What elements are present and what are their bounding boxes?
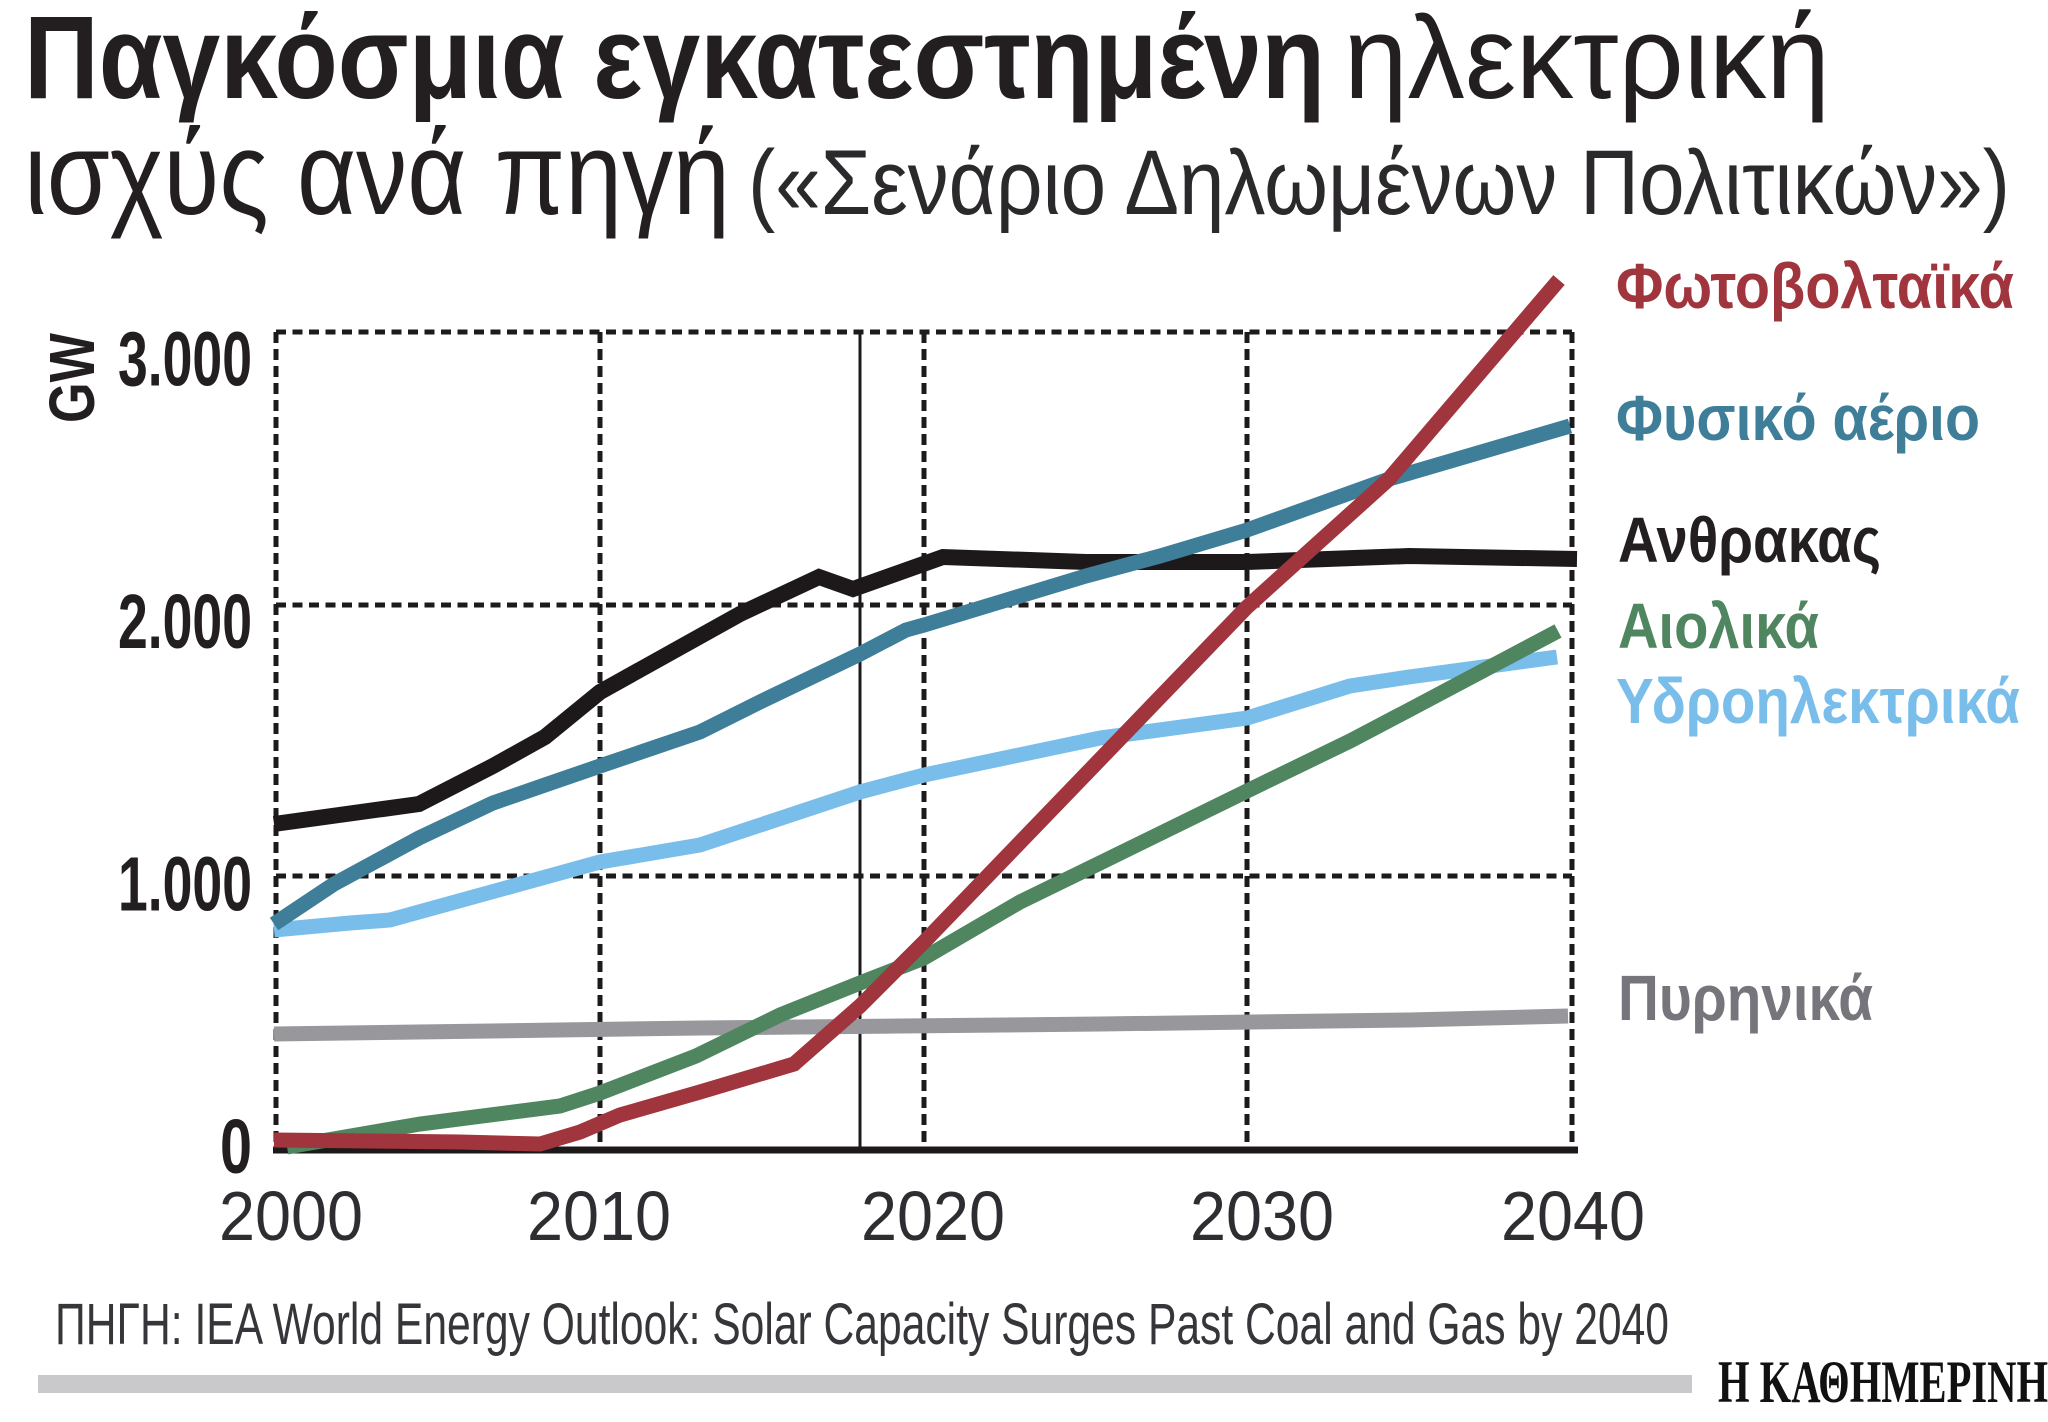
svg-text:2020: 2020	[861, 1177, 1005, 1255]
svg-text:Υδροηλεκτρικά: Υδροηλεκτρικά	[1616, 665, 2020, 737]
svg-text:(«Σενάριο Δηλωμένων Πολιτικών»: («Σενάριο Δηλωμένων Πολιτικών»)	[748, 132, 2010, 234]
svg-text:Η ΚΑΘΗΜΕΡΙΝΗ: Η ΚΑΘΗΜΕΡΙΝΗ	[1718, 1349, 2048, 1415]
svg-text:Φωτοβολταϊκά: Φωτοβολταϊκά	[1616, 250, 2014, 322]
svg-text:ισχύς ανά πηγή: ισχύς ανά πηγή	[24, 108, 730, 240]
svg-text:2040: 2040	[1501, 1177, 1645, 1255]
svg-text:GW: GW	[36, 333, 108, 423]
svg-text:Παγκόσμια εγκατεστημένη: Παγκόσμια εγκατεστημένη	[24, 0, 1325, 124]
svg-text:ΠΗΓΗ: IEA World Energy Outlook: ΠΗΓΗ: IEA World Energy Outlook: Solar Ca…	[55, 1292, 1669, 1357]
svg-text:2030: 2030	[1190, 1177, 1334, 1255]
svg-text:Φυσικό αέριο: Φυσικό αέριο	[1616, 382, 1980, 454]
svg-text:ηλεκτρική: ηλεκτρική	[1344, 0, 1830, 124]
svg-text:Πυρηνικά: Πυρηνικά	[1618, 962, 1873, 1034]
svg-text:0: 0	[220, 1104, 252, 1190]
svg-text:2000: 2000	[219, 1177, 363, 1255]
svg-text:2010: 2010	[527, 1177, 671, 1255]
svg-text:2.000: 2.000	[118, 579, 252, 665]
svg-text:1.000: 1.000	[118, 842, 252, 928]
svg-text:3.000: 3.000	[118, 317, 252, 403]
svg-text:Αιολικά: Αιολικά	[1618, 590, 1819, 662]
svg-text:Ανθρακας: Ανθρακας	[1618, 504, 1881, 576]
